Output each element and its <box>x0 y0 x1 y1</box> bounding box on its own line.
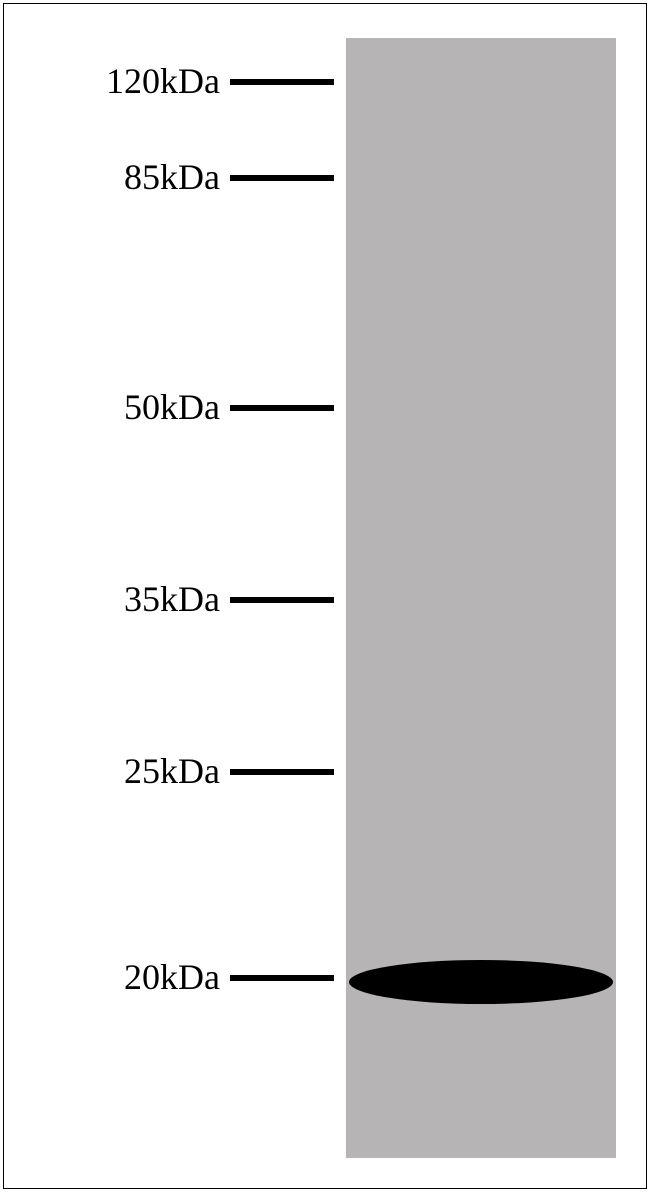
marker-tick-25 <box>230 769 334 775</box>
marker-label-85: 85kDa <box>0 156 220 198</box>
marker-tick-20 <box>230 975 334 981</box>
marker-tick-35 <box>230 597 334 603</box>
marker-tick-120 <box>230 79 334 85</box>
marker-label-120: 120kDa <box>0 60 220 102</box>
marker-label-35: 35kDa <box>0 578 220 620</box>
marker-label-50: 50kDa <box>0 386 220 428</box>
protein-band <box>349 960 613 1004</box>
marker-label-25: 25kDa <box>0 750 220 792</box>
marker-label-20: 20kDa <box>0 956 220 998</box>
marker-tick-85 <box>230 175 334 181</box>
marker-tick-50 <box>230 405 334 411</box>
